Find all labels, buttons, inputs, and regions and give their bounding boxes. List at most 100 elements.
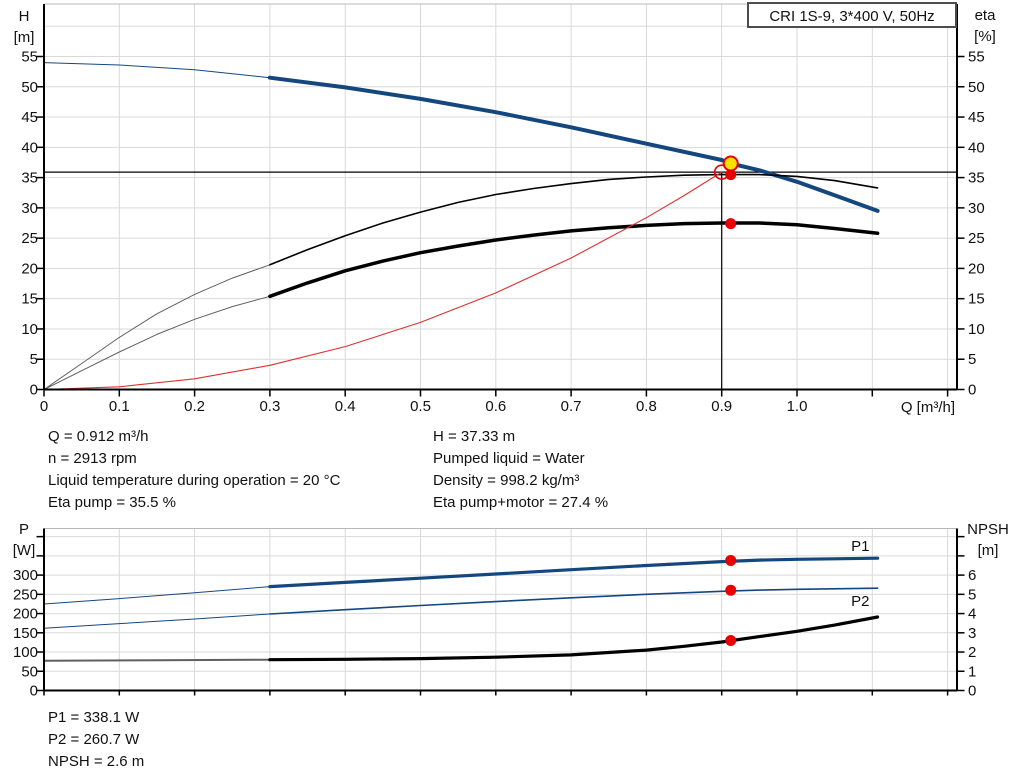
tick-label-left: 50 (21, 79, 38, 96)
info-p1: P1 = 338.1 W (48, 709, 140, 726)
tick-label-left: 45 (21, 109, 38, 126)
tick-label-x: 0.2 (184, 398, 205, 415)
curve-label-p1: P1 (851, 538, 869, 555)
qh-curve (267, 75, 880, 213)
eta-pump-extension (43, 264, 271, 390)
tick-label-right: 4 (968, 606, 976, 623)
tick-label-right: 20 (968, 260, 985, 277)
tick-label-right: 0 (968, 683, 976, 700)
tick-label-right: 3 (968, 625, 976, 642)
tick-label-left: 0 (30, 382, 38, 399)
eta-pump-curve (269, 173, 879, 266)
p1-duty-point (725, 554, 737, 566)
tick-label-right: 25 (968, 230, 985, 247)
tick-label-x: 0.9 (711, 398, 732, 415)
tick-label-x: 0.5 (410, 398, 431, 415)
tick-label-right: 10 (968, 321, 985, 338)
tick-label-left: 15 (21, 291, 38, 308)
p2-duty-point (725, 584, 737, 596)
eta-axis-unit: [%] (974, 28, 996, 45)
curve-label-p2: P2 (851, 593, 869, 610)
p1-curve (268, 556, 880, 589)
duty-point (722, 155, 739, 172)
tick-label-left: 0 (30, 683, 38, 700)
tick-label-left: 250 (13, 586, 38, 603)
tick-label-right: 45 (968, 109, 985, 126)
p2-extension (43, 613, 271, 629)
npsh-curve (268, 615, 880, 662)
tick-label-right: 5 (968, 586, 976, 603)
bottom-right-axis-title: NPSH [m] (956, 519, 1020, 561)
eta-pump-motor-extension (43, 295, 271, 390)
p-axis-label: P (18, 521, 29, 538)
p2-curve (269, 587, 879, 615)
tick-label-left: 150 (13, 625, 38, 642)
tick-label-right: 40 (968, 139, 985, 156)
bottom-left-axis-title: P [W] (6, 519, 42, 561)
tick-label-right: 2 (968, 644, 976, 661)
top-info-left: Q = 0.912 m³/h n = 2913 rpm Liquid tempe… (48, 426, 340, 514)
tick-label-left: 200 (13, 606, 38, 623)
tick-label-right: 15 (968, 291, 985, 308)
tick-label-x: 0 (40, 398, 48, 415)
qh-extension (43, 62, 271, 79)
info-eta-pump-motor: Eta pump+motor = 27.4 % (433, 494, 609, 511)
tick-label-left: 20 (21, 260, 38, 277)
info-head: H = 37.33 m (433, 428, 516, 445)
system-curve (43, 171, 723, 391)
eta-axis-label: eta (974, 7, 996, 24)
p1-extension (43, 586, 271, 605)
tick-label-right: 55 (968, 49, 985, 66)
p-axis-unit: [W] (12, 542, 36, 559)
tick-label-left: 100 (13, 644, 38, 661)
tick-label-x: 0.8 (636, 398, 657, 415)
top-right-axis-title: eta [%] (962, 5, 1008, 47)
tick-label-x: 0.1 (109, 398, 130, 415)
tick-label-left: 10 (21, 321, 38, 338)
tick-label-right: 1 (968, 663, 976, 680)
tick-label-right: 6 (968, 567, 976, 584)
tick-label-x: 0.7 (561, 398, 582, 415)
info-pumped-liquid: Pumped liquid = Water (433, 450, 585, 467)
tick-label-x: 0.3 (259, 398, 280, 415)
tick-label-left: 5 (30, 351, 38, 368)
tick-label-left: 55 (21, 49, 38, 66)
bottom-info: P1 = 338.1 W P2 = 260.7 W NPSH = 2.6 m (48, 707, 144, 773)
tick-label-x: 0.6 (485, 398, 506, 415)
tick-label-right: 35 (968, 170, 985, 187)
tick-label-left: 40 (21, 139, 38, 156)
info-eta-pump: Eta pump = 35.5 % (48, 494, 176, 511)
tick-label-right: 50 (968, 79, 985, 96)
top-info-right: H = 37.33 m Pumped liquid = Water Densit… (433, 426, 608, 514)
info-density: Density = 998.2 kg/m³ (433, 472, 580, 489)
eta-pump-motor-duty-point (725, 218, 737, 230)
tick-label-right: 5 (968, 351, 976, 368)
info-npsh: NPSH = 2.6 m (48, 753, 145, 770)
h-axis-label: H (18, 8, 30, 25)
tick-label-right: 0 (968, 382, 976, 399)
eta-pump-motor-curve (268, 221, 880, 299)
npsh-extension (43, 658, 271, 662)
tick-label-right: 30 (968, 200, 985, 217)
pump-title-box: CRI 1S-9, 3*400 V, 50Hz (747, 2, 957, 28)
info-flow: Q = 0.912 m³/h (48, 428, 149, 445)
info-speed: n = 2913 rpm (48, 450, 137, 467)
info-liquid-temp: Liquid temperature during operation = 20… (48, 472, 341, 489)
eta-pump-duty-point (725, 169, 737, 181)
tick-label-x: 1.0 (787, 398, 808, 415)
npsh-axis-unit: [m] (977, 542, 999, 559)
h-axis-unit: [m] (13, 29, 35, 46)
tick-label-x: 0.4 (335, 398, 356, 415)
tick-label-left: 25 (21, 230, 38, 247)
top-left-axis-title: H [m] (6, 6, 42, 48)
tick-label-left: 35 (21, 170, 38, 187)
tick-label-left: 50 (21, 663, 38, 680)
npsh-duty-point (725, 634, 737, 646)
tick-label-left: 300 (13, 567, 38, 584)
info-p2: P2 = 260.7 W (48, 731, 140, 748)
tick-label-left: 30 (21, 200, 38, 217)
npsh-axis-label: NPSH (967, 521, 1009, 538)
q-axis-label: Q [m³/h] (900, 399, 955, 416)
